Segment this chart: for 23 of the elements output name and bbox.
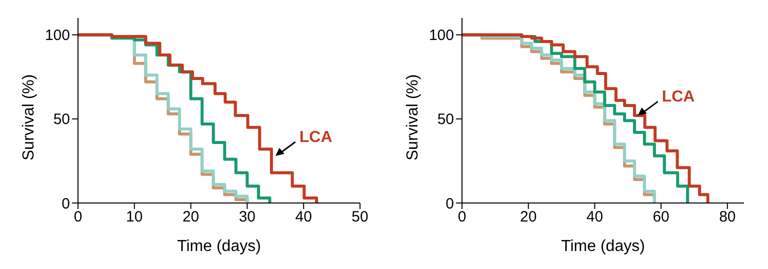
y-tick-label: 0 [446, 195, 454, 212]
annotation: LCA [662, 88, 696, 106]
x-tick-label: 30 [238, 208, 256, 226]
y-tick-label: 100 [44, 27, 70, 44]
y-tick-label: 100 [428, 27, 454, 44]
y-axis-title: Survival (%) [20, 74, 38, 160]
x-tick-label: 10 [126, 208, 143, 226]
x-tick-label: 0 [458, 208, 466, 226]
y-tick-label: 50 [437, 111, 454, 128]
y-tick-label: 50 [53, 111, 70, 128]
x-axis-title: Time (days) [177, 238, 261, 255]
x-tick-label: 40 [586, 208, 604, 226]
x-tick-label: 20 [182, 208, 200, 226]
x-axis-title: Time (days) [561, 238, 645, 255]
x-tick-label: 80 [719, 208, 736, 226]
x-tick-label: 40 [295, 208, 312, 226]
x-tick-label: 50 [352, 208, 368, 226]
y-tick-label: 0 [62, 195, 70, 212]
x-tick-label: 0 [74, 208, 82, 226]
x-tick-label: 60 [652, 208, 670, 226]
annotation: LCA [299, 128, 333, 146]
y-axis-title: Survival (%) [404, 74, 422, 160]
x-tick-label: 20 [520, 208, 537, 226]
